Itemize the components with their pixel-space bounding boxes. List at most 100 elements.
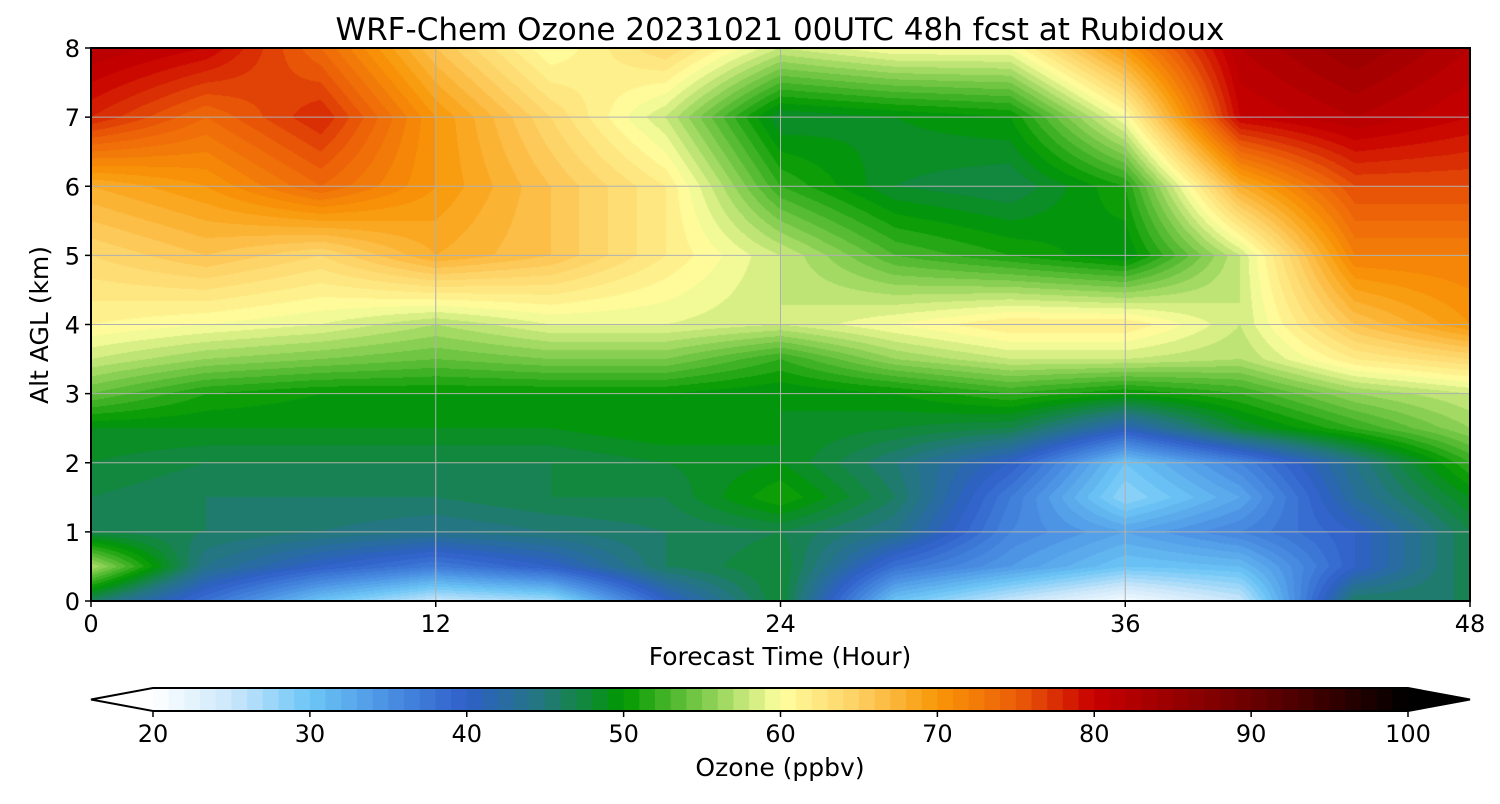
colorbar-segment — [858, 688, 876, 711]
colorbar-segment — [341, 688, 358, 711]
colorbar-segment — [513, 688, 531, 711]
colorbar-segment — [702, 688, 719, 711]
colorbar-segment — [545, 688, 562, 711]
colorbar-segment — [1204, 688, 1221, 711]
colorbar-segment — [404, 688, 421, 711]
colorbar-segment — [874, 688, 891, 711]
x-tick-label: 24 — [765, 610, 796, 638]
colorbar-segment — [419, 688, 436, 711]
x-tick-label: 12 — [420, 610, 451, 638]
colorbar-tick-label: 30 — [295, 720, 326, 748]
colorbar-segment — [843, 688, 860, 711]
colorbar-segment — [1235, 688, 1252, 711]
colorbar-segment — [215, 688, 233, 711]
y-tick-label: 0 — [65, 588, 80, 616]
colorbar-segment — [968, 688, 986, 711]
colorbar-segment — [435, 688, 452, 711]
colorbar-segment — [1047, 688, 1064, 711]
colorbar-segment — [1266, 688, 1284, 711]
colorbar — [90, 687, 1471, 712]
colorbar-segment — [780, 688, 797, 711]
colorbar-segment — [686, 688, 703, 711]
colorbar-tick-label: 20 — [138, 720, 169, 748]
colorbar-segment — [200, 688, 217, 711]
colorbar-segment — [639, 688, 656, 711]
x-tick-label: 0 — [83, 610, 98, 638]
x-axis-label: Forecast Time (Hour) — [649, 642, 912, 671]
y-axis-label: Alt AGL (km) — [25, 246, 54, 404]
colorbar-segment — [1329, 688, 1346, 711]
colorbar-tick-label: 50 — [608, 720, 639, 748]
colorbar-segment — [953, 688, 970, 711]
colorbar-segment — [811, 688, 829, 711]
colorbar-segment — [764, 688, 782, 711]
colorbar-segment — [1062, 688, 1080, 711]
colorbar-segment — [1157, 688, 1174, 711]
colorbar-segment — [372, 688, 389, 711]
colorbar-tick-label: 60 — [765, 720, 796, 748]
colorbar-segment — [670, 688, 687, 711]
colorbar-tick-label: 90 — [1236, 720, 1267, 748]
colorbar-segment — [498, 688, 515, 711]
chart-title: WRF-Chem Ozone 20231021 00UTC 48h fcst a… — [335, 12, 1224, 48]
y-tick-label: 6 — [65, 173, 80, 201]
colorbar-segment — [560, 688, 578, 711]
colorbar-segment — [906, 688, 923, 711]
colorbar-segment — [921, 688, 938, 711]
colorbar-segment — [1251, 688, 1268, 711]
colorbar-segment — [184, 688, 201, 711]
colorbar-segment — [168, 688, 185, 711]
colorbar-segment — [1125, 688, 1142, 711]
colorbar-segment — [388, 688, 405, 711]
colorbar-segment — [529, 688, 546, 711]
colorbar-segment — [607, 688, 625, 711]
colorbar-segment — [592, 688, 609, 711]
colorbar-segment — [937, 688, 954, 711]
colorbar-segment — [1219, 688, 1237, 711]
colorbar-segment — [466, 688, 484, 711]
colorbar-segment — [294, 688, 311, 711]
y-axis: 0 1 2 3 4 5 6 7 8 — [65, 35, 91, 616]
colorbar-segment — [1031, 688, 1048, 711]
colorbar-segment — [733, 688, 750, 711]
colorbar-segment — [655, 688, 672, 711]
colorbar-ticks: 20 30 40 50 60 70 80 90 100 — [138, 711, 1431, 748]
y-tick-label: 8 — [65, 35, 80, 63]
colorbar-segment — [278, 688, 295, 711]
colorbar-segment — [1392, 688, 1409, 711]
colorbar-segment — [1109, 688, 1127, 711]
colorbar-segment — [1015, 688, 1033, 711]
colorbar-label: Ozone (ppbv) — [695, 753, 864, 782]
colorbar-segment — [576, 688, 593, 711]
x-tick-label: 48 — [1455, 610, 1486, 638]
y-tick-label: 4 — [65, 312, 80, 340]
colorbar-segment — [325, 688, 342, 711]
colorbar-extend-high — [1408, 688, 1470, 711]
y-tick-label: 1 — [65, 519, 80, 547]
colorbar-tick-label: 40 — [451, 720, 482, 748]
colorbar-segment — [984, 688, 1001, 711]
colorbar-segment — [1282, 688, 1299, 711]
colorbar-segment — [749, 688, 766, 711]
colorbar-extend-low — [91, 688, 153, 711]
colorbar-segment — [1360, 688, 1378, 711]
colorbar-segment — [451, 688, 468, 711]
colorbar-segment — [1298, 688, 1315, 711]
y-tick-label: 3 — [65, 381, 80, 409]
colorbar-segment — [890, 688, 907, 711]
colorbar-segment — [717, 688, 735, 711]
colorbar-segment — [1313, 688, 1331, 711]
colorbar-segment — [153, 688, 170, 711]
colorbar-segment — [309, 688, 327, 711]
colorbar-segment — [623, 688, 640, 711]
colorbar-tick-label: 100 — [1385, 720, 1431, 748]
colorbar-segment — [827, 688, 844, 711]
colorbar-segment — [1172, 688, 1189, 711]
colorbar-segment — [482, 688, 499, 711]
y-tick-label: 7 — [65, 104, 80, 132]
colorbar-segment — [231, 688, 248, 711]
colorbar-segment — [1188, 688, 1205, 711]
x-axis: 0 12 24 36 48 — [83, 601, 1485, 638]
colorbar-segment — [1078, 688, 1095, 711]
